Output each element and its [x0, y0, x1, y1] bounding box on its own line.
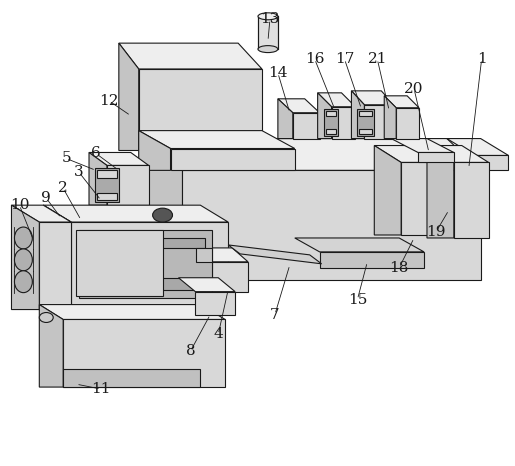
Text: 4: 4 [213, 328, 223, 342]
Ellipse shape [152, 208, 173, 222]
Text: 20: 20 [404, 82, 424, 96]
Polygon shape [182, 171, 480, 280]
Polygon shape [97, 193, 117, 200]
Polygon shape [71, 222, 228, 305]
Polygon shape [76, 230, 163, 295]
Polygon shape [295, 238, 424, 252]
Polygon shape [39, 305, 225, 320]
Polygon shape [179, 278, 235, 292]
Polygon shape [86, 238, 205, 248]
Ellipse shape [14, 271, 32, 293]
Text: 14: 14 [268, 66, 288, 80]
Ellipse shape [39, 313, 53, 322]
Polygon shape [359, 129, 372, 134]
Polygon shape [320, 252, 424, 268]
Polygon shape [43, 205, 228, 222]
Text: 19: 19 [426, 225, 445, 239]
Text: 5: 5 [61, 151, 71, 165]
Polygon shape [318, 93, 332, 138]
Polygon shape [139, 130, 170, 171]
Text: 2: 2 [58, 181, 68, 195]
Polygon shape [278, 99, 320, 113]
Polygon shape [139, 69, 262, 151]
Polygon shape [258, 16, 278, 49]
Text: 6: 6 [91, 146, 101, 160]
Polygon shape [11, 205, 39, 309]
Text: 9: 9 [41, 191, 51, 205]
Polygon shape [427, 145, 489, 163]
Polygon shape [325, 111, 336, 116]
Polygon shape [196, 248, 212, 292]
Text: 18: 18 [389, 261, 409, 275]
Polygon shape [374, 145, 441, 163]
Polygon shape [278, 99, 293, 138]
Polygon shape [119, 43, 139, 151]
Polygon shape [293, 113, 320, 138]
Polygon shape [351, 91, 364, 138]
Polygon shape [454, 163, 489, 238]
Polygon shape [95, 168, 119, 202]
Polygon shape [374, 145, 401, 235]
Text: 16: 16 [305, 52, 324, 66]
Polygon shape [149, 138, 182, 280]
Polygon shape [39, 222, 71, 309]
Polygon shape [325, 129, 336, 134]
Text: 12: 12 [99, 94, 118, 108]
Polygon shape [89, 152, 149, 165]
Polygon shape [119, 43, 262, 69]
Polygon shape [149, 138, 480, 171]
Polygon shape [79, 230, 212, 298]
Polygon shape [86, 278, 205, 290]
Polygon shape [212, 262, 248, 292]
Polygon shape [107, 165, 149, 205]
Text: 3: 3 [74, 165, 84, 179]
Polygon shape [447, 138, 508, 156]
Polygon shape [139, 130, 295, 149]
Ellipse shape [14, 227, 32, 249]
Text: 17: 17 [335, 52, 354, 66]
Text: 1: 1 [477, 52, 487, 66]
Polygon shape [11, 205, 71, 222]
Polygon shape [63, 320, 225, 387]
Polygon shape [357, 109, 374, 136]
Polygon shape [196, 248, 212, 262]
Polygon shape [418, 152, 454, 163]
Polygon shape [196, 248, 248, 262]
Polygon shape [359, 111, 372, 116]
Polygon shape [384, 96, 419, 108]
Text: 7: 7 [270, 308, 280, 322]
Polygon shape [332, 107, 355, 138]
Polygon shape [475, 156, 508, 171]
Ellipse shape [14, 249, 32, 271]
Polygon shape [228, 245, 321, 264]
Polygon shape [318, 93, 355, 107]
Polygon shape [170, 149, 295, 171]
Polygon shape [364, 105, 394, 138]
Polygon shape [43, 205, 71, 305]
Polygon shape [97, 171, 117, 178]
Polygon shape [63, 369, 200, 387]
Polygon shape [195, 292, 235, 315]
Polygon shape [351, 91, 394, 105]
Text: 15: 15 [348, 293, 367, 307]
Text: 11: 11 [91, 382, 111, 396]
Ellipse shape [258, 13, 278, 20]
Polygon shape [323, 109, 337, 136]
Text: 21: 21 [368, 52, 387, 66]
Text: 8: 8 [185, 344, 195, 358]
Ellipse shape [258, 46, 278, 53]
Polygon shape [427, 145, 454, 238]
Polygon shape [396, 108, 419, 138]
Text: 10: 10 [10, 198, 29, 212]
Polygon shape [391, 138, 454, 152]
Polygon shape [384, 96, 396, 138]
Text: 13: 13 [260, 12, 280, 26]
Polygon shape [89, 152, 107, 205]
Polygon shape [401, 163, 441, 235]
Polygon shape [39, 305, 63, 387]
